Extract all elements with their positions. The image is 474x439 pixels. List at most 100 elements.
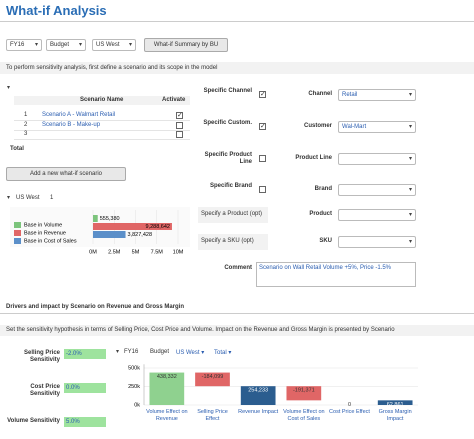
intro-band: To perform sensitivity analysis, first d… bbox=[0, 62, 474, 74]
field-label: Brand bbox=[314, 186, 332, 192]
scope-scenario: 1 bbox=[50, 195, 54, 201]
x-tick-label: Volume Effect on Cost of Sales bbox=[283, 409, 325, 422]
total-label: Total bbox=[10, 146, 24, 152]
filter-dropdown[interactable]: Budget bbox=[46, 39, 86, 51]
spec-checkbox[interactable] bbox=[259, 186, 266, 193]
spec-label: Specific Brand bbox=[209, 183, 252, 189]
table-header bbox=[14, 96, 190, 105]
field-label: Product Line bbox=[295, 155, 332, 161]
bar bbox=[286, 386, 322, 401]
chart-filter[interactable]: US West ▾ bbox=[176, 350, 205, 356]
row-line bbox=[14, 130, 190, 131]
add-button[interactable]: Add a new what-if scenario bbox=[6, 167, 126, 181]
bar bbox=[149, 372, 185, 405]
spec-label: Specify a SKU (opt) bbox=[201, 238, 254, 244]
value-label: -191,371 bbox=[293, 388, 315, 394]
value-label: 3,827,428 bbox=[128, 232, 152, 238]
y-tick-label: 500k bbox=[128, 365, 140, 371]
field-dropdown[interactable] bbox=[338, 209, 416, 221]
chart-filter: Budget bbox=[150, 349, 170, 355]
bar bbox=[195, 372, 230, 387]
spec-checkbox[interactable]: ✓ bbox=[259, 91, 266, 98]
value-label: 254,233 bbox=[248, 388, 268, 394]
bar bbox=[377, 400, 413, 405]
activate-checkbox[interactable] bbox=[176, 131, 183, 138]
sensitivity-input[interactable]: -2.0% bbox=[64, 349, 106, 359]
value-label: 438,332 bbox=[157, 374, 177, 380]
row-line bbox=[14, 139, 190, 140]
filter-dropdown[interactable]: FY16 bbox=[6, 39, 42, 51]
sensitivity-input[interactable]: 5.0% bbox=[64, 417, 106, 427]
bar bbox=[93, 223, 172, 230]
column-header: Activate bbox=[162, 97, 186, 103]
section-title: Drivers and impact by Scenario on Revenu… bbox=[6, 304, 185, 310]
field-label: Channel bbox=[308, 91, 332, 97]
scenario-name[interactable]: Scenario B - Make-up bbox=[42, 122, 101, 128]
comment-box[interactable]: Scenario on Wall Retail Volume +5%, Pric… bbox=[256, 262, 416, 287]
page-title: What-if Analysis bbox=[6, 3, 107, 18]
bar bbox=[93, 215, 98, 222]
y-tick-label: 0k bbox=[134, 402, 140, 408]
legend-label: Base in Volume bbox=[24, 222, 62, 228]
collapse-icon: ▾ bbox=[7, 85, 11, 91]
collapse-icon: ▾ bbox=[116, 349, 120, 355]
summary-button[interactable]: What-if Summary by BU bbox=[144, 38, 228, 52]
divider bbox=[0, 313, 474, 314]
row-number: 1 bbox=[24, 112, 28, 118]
x-tick-label: Selling Price Effect bbox=[197, 409, 228, 422]
chart-filter: FY16 bbox=[124, 349, 139, 355]
field-dropdown[interactable] bbox=[338, 153, 416, 165]
legend-swatch bbox=[14, 238, 21, 244]
spec-label: Specific Channel bbox=[203, 88, 252, 94]
row-number: 2 bbox=[24, 122, 28, 128]
x-tick-label: 10M bbox=[173, 249, 184, 255]
value-label: 9,288,642 bbox=[145, 224, 169, 230]
x-tick-label: 5M bbox=[132, 249, 140, 255]
sensitivity-label: Cost Price Sensitivity bbox=[29, 384, 60, 397]
comment-label: Comment bbox=[224, 265, 252, 271]
column-header: Scenario Name bbox=[80, 97, 124, 103]
value-label: 555,380 bbox=[100, 216, 120, 222]
spec-label: Specify a Product (opt) bbox=[201, 211, 263, 217]
divider bbox=[0, 21, 474, 22]
row-line bbox=[14, 120, 190, 121]
hint-band: Set the sensitivity hypothesis in terms … bbox=[0, 325, 474, 336]
legend-swatch bbox=[14, 222, 21, 228]
spec-label: Specific Custom. bbox=[203, 120, 252, 126]
sensitivity-label: Selling Price Sensitivity bbox=[23, 350, 60, 363]
value-label: 62,861 bbox=[387, 402, 404, 408]
spec-box bbox=[198, 207, 268, 223]
field-dropdown[interactable] bbox=[338, 184, 416, 196]
legend-label: Base in Revenue bbox=[24, 230, 66, 236]
field-dropdown[interactable]: Wal-Mart bbox=[338, 121, 416, 133]
bar bbox=[93, 231, 126, 238]
spec-box bbox=[198, 234, 268, 250]
collapse-icon: ▾ bbox=[7, 195, 11, 201]
scope-region: US West bbox=[16, 195, 40, 201]
x-tick-label: 7.5M bbox=[151, 249, 164, 255]
spec-label: Specific Product Line bbox=[204, 152, 252, 165]
activate-checkbox[interactable]: ✓ bbox=[176, 112, 183, 119]
field-label: SKU bbox=[319, 238, 332, 244]
chart-filter[interactable]: Total ▾ bbox=[214, 350, 232, 356]
field-dropdown[interactable] bbox=[338, 236, 416, 248]
value-label: 0 bbox=[348, 402, 351, 408]
x-tick-label: Volume Effect on Revenue bbox=[146, 409, 188, 422]
spec-checkbox[interactable]: ✓ bbox=[259, 123, 266, 130]
filter-dropdown[interactable]: US West bbox=[92, 39, 136, 51]
activate-checkbox[interactable] bbox=[176, 122, 183, 129]
spec-checkbox[interactable] bbox=[259, 155, 266, 162]
field-label: Customer bbox=[303, 123, 332, 129]
x-tick-label: Revenue Impact bbox=[238, 409, 279, 415]
y-tick-label: 250k bbox=[128, 384, 140, 390]
sensitivity-label: Volume Sensitivity bbox=[7, 418, 60, 424]
x-tick-label: Gross Margin Impact bbox=[378, 409, 412, 422]
scenario-name[interactable]: Scenario A - Walmart Retail bbox=[42, 112, 116, 118]
sensitivity-input[interactable]: 0.0% bbox=[64, 383, 106, 393]
field-dropdown[interactable]: Retail bbox=[338, 89, 416, 101]
x-tick-label: 0M bbox=[89, 249, 97, 255]
bar bbox=[240, 386, 276, 405]
legend-label: Base in Cost of Sales bbox=[24, 238, 77, 244]
legend-swatch bbox=[14, 230, 21, 236]
